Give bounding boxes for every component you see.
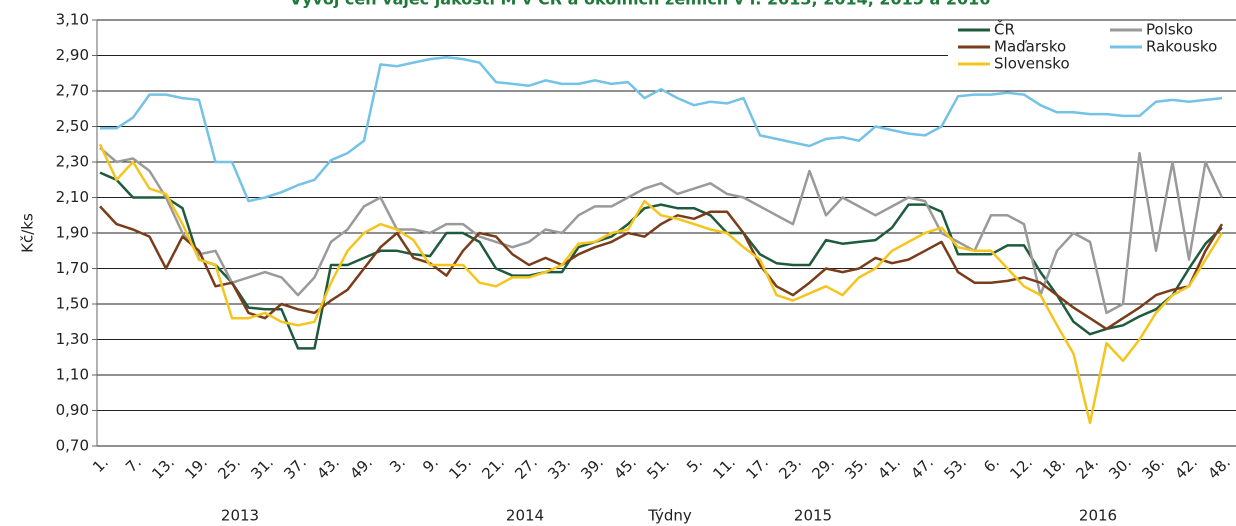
- x-tick-label: 42.: [1171, 453, 1201, 483]
- legend-label: Slovensko: [994, 55, 1070, 73]
- x-tick-label: 41.: [874, 453, 904, 483]
- x-tick-label: 3.: [386, 453, 409, 476]
- x-tick-label: 37.: [280, 453, 310, 483]
- x-tick-label: 49.: [346, 453, 376, 483]
- y-tick-label: 1,70: [56, 259, 89, 277]
- series-line: [100, 56, 1223, 203]
- series-line: [99, 205, 1224, 331]
- y-axis-label: Kč/ks: [19, 213, 37, 253]
- x-axis-label: Týdny: [647, 507, 692, 525]
- y-tick-label: 0,70: [56, 437, 89, 455]
- legend-label: Rakousko: [1146, 38, 1217, 56]
- y-tick-label: 2,10: [56, 188, 89, 206]
- x-tick-label: 12.: [1006, 453, 1036, 483]
- x-tick-label: 24.: [1072, 453, 1102, 483]
- y-tick-label: 2,70: [56, 82, 89, 100]
- x-tick-label: 25.: [214, 453, 244, 483]
- legend-label: Maďarsko: [994, 38, 1066, 56]
- legend: ČR Polsko Maďarsko Rakousko Slovensko: [948, 20, 1236, 79]
- y-tick-label: 2,90: [56, 46, 89, 64]
- x-tick-label: 1.: [89, 453, 112, 476]
- year-label: 2016: [1079, 507, 1117, 525]
- x-tick-label: 31.: [247, 453, 277, 483]
- x-tick-label: 5.: [683, 453, 706, 476]
- y-tick-label: 2,50: [56, 117, 89, 135]
- y-tick-label: 1,90: [56, 224, 89, 242]
- y-tick-label: 0,90: [56, 401, 89, 419]
- legend-box: [948, 21, 1236, 79]
- x-tick-label: 9.: [419, 453, 442, 476]
- x-tick-label: 23.: [775, 453, 805, 483]
- x-tick-label: 51.: [643, 453, 673, 483]
- x-tick-label: 36.: [1138, 453, 1168, 483]
- x-tick-label: 45.: [610, 453, 640, 483]
- x-tick-label: 6.: [980, 453, 1003, 476]
- year-label: 2014: [506, 507, 544, 525]
- x-tick-label: 29.: [808, 453, 838, 483]
- x-tick-label: 47.: [907, 453, 937, 483]
- x-tick-label: 53.: [940, 453, 970, 483]
- x-tick-label: 11.: [709, 453, 739, 483]
- series-line: [99, 146, 1224, 315]
- chart-title: Vývoj cen vajec jakosti M v ČR a okolníc…: [290, 0, 991, 9]
- x-tick-label: 18.: [1039, 453, 1069, 483]
- x-tick-label: 33.: [544, 453, 574, 483]
- x-tick-label: 15.: [445, 453, 475, 483]
- x-tick-label: 35.: [841, 453, 871, 483]
- x-tick-label: 48.: [1204, 453, 1234, 483]
- year-label: 2015: [794, 507, 832, 525]
- x-tick-label: 19.: [181, 453, 211, 483]
- y-tick-label: 1,30: [56, 330, 89, 348]
- x-tick-label: 43.: [313, 453, 343, 483]
- x-tick-label: 7.: [122, 453, 145, 476]
- x-tick-label: 17.: [742, 453, 772, 483]
- legend-label: Polsko: [1146, 21, 1193, 39]
- x-tick-label: 13.: [148, 453, 178, 483]
- x-tick-label: 39.: [577, 453, 607, 483]
- y-tick-label: 3,10: [56, 11, 89, 29]
- y-tick-label: 2,30: [56, 153, 89, 171]
- y-tick-label: 1,10: [56, 366, 89, 384]
- series-line: [98, 143, 1224, 425]
- y-tick-label: 1,50: [56, 295, 89, 313]
- x-tick-label: 21.: [478, 453, 508, 483]
- year-label: 2013: [221, 507, 259, 525]
- x-tick-label: 27.: [511, 453, 541, 483]
- x-tick-label: 30.: [1105, 453, 1135, 483]
- legend-label: ČR: [994, 20, 1015, 39]
